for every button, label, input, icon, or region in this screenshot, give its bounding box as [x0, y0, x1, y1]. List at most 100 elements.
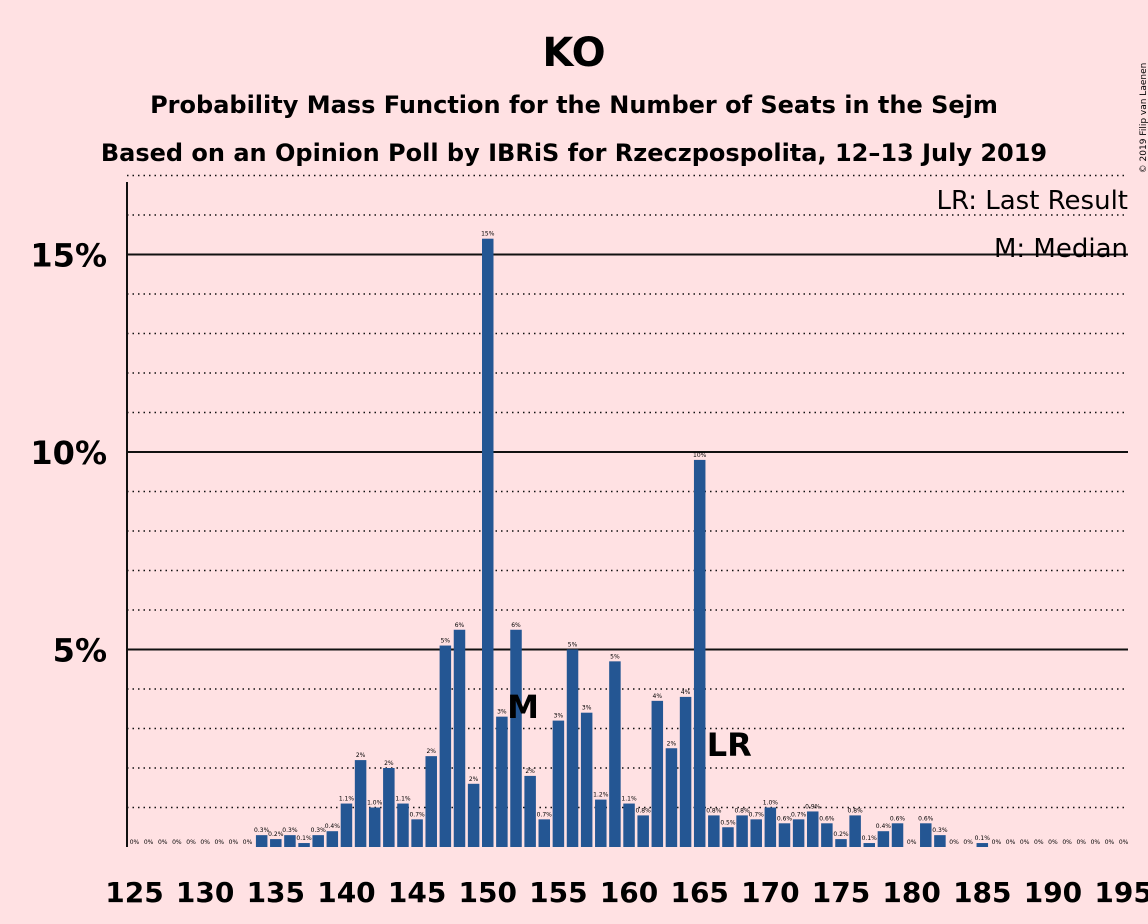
- bar: [849, 815, 861, 847]
- bar: [595, 799, 607, 847]
- bar: [722, 827, 734, 847]
- bars-group: [255, 238, 989, 847]
- bar: [524, 775, 536, 847]
- bar: [665, 748, 678, 847]
- bar: [538, 819, 551, 847]
- data-label: 0.5%: [720, 819, 736, 826]
- data-label: 0%: [1020, 839, 1030, 846]
- data-label: 0%: [1091, 839, 1101, 846]
- bar: [566, 649, 579, 847]
- data-label: 0%: [215, 839, 225, 846]
- bar: [764, 807, 777, 847]
- data-label: 0%: [1076, 839, 1086, 846]
- data-label: 5%: [568, 642, 578, 649]
- x-tick-label: 125: [105, 876, 163, 909]
- data-label: 0%: [992, 839, 1002, 846]
- data-label: 0.6%: [918, 815, 934, 822]
- data-label: 0%: [172, 839, 182, 846]
- legend-median: M: Median: [994, 234, 1128, 264]
- data-label: 0.6%: [890, 815, 906, 822]
- data-label: 1.2%: [593, 792, 609, 799]
- bar: [863, 843, 876, 847]
- data-label: 4%: [653, 693, 663, 700]
- y-tick-labels: 5% 10% 15%: [30, 237, 107, 670]
- data-label: 1.0%: [763, 800, 779, 807]
- bar: [693, 459, 706, 847]
- data-label: 0.9%: [805, 803, 821, 810]
- bar: [467, 783, 480, 847]
- data-label: 0.3%: [254, 827, 270, 834]
- data-label: 1.1%: [621, 796, 637, 803]
- data-label: 6%: [511, 622, 521, 629]
- bar: [270, 839, 282, 847]
- x-tick-label: 160: [600, 876, 658, 909]
- data-label: 0%: [200, 839, 210, 846]
- copyright-text: © 2019 Filip van Laenen: [1139, 63, 1148, 174]
- data-label: 0%: [907, 839, 917, 846]
- data-label: 0%: [1006, 839, 1016, 846]
- data-label: 0.4%: [876, 823, 892, 830]
- y-tick-label: 15%: [30, 237, 107, 275]
- x-tick-label: 180: [882, 876, 940, 909]
- data-label: 4%: [681, 689, 691, 696]
- data-label: 0.8%: [706, 807, 722, 814]
- chart-title: KO: [542, 30, 605, 76]
- bar: [312, 835, 324, 847]
- data-label: 2%: [356, 752, 366, 759]
- data-labels-group: 0% 0% 0% 0% 0% 0% 0% 0% 0%0.3%0.2%0.3%0.1%0.3%0.…: [130, 231, 1129, 846]
- bar: [750, 819, 762, 847]
- data-label: 0%: [1034, 839, 1044, 846]
- bar: [284, 835, 296, 847]
- data-label: 0.3%: [311, 827, 327, 834]
- data-label: 0%: [1062, 839, 1072, 846]
- bar: [792, 819, 805, 847]
- legend-last-result: LR: Last Result: [936, 186, 1128, 216]
- data-label: 0.3%: [932, 827, 948, 834]
- bar: [623, 803, 635, 847]
- bar: [368, 807, 381, 847]
- bar: [298, 843, 310, 847]
- data-label: 0.2%: [833, 831, 849, 838]
- bar: [326, 831, 339, 847]
- bar: [255, 835, 268, 847]
- data-label: 0.3%: [282, 827, 298, 834]
- data-label: 2%: [384, 760, 394, 767]
- bar: [920, 823, 932, 847]
- x-tick-label: 195: [1094, 876, 1148, 909]
- data-label: 0.4%: [325, 823, 341, 830]
- data-label: 0.8%: [848, 807, 864, 814]
- data-label: 0.7%: [749, 811, 765, 818]
- median-marker: M: [507, 688, 539, 726]
- bar: [609, 661, 621, 847]
- bar: [976, 843, 989, 847]
- data-label: 3%: [554, 713, 564, 720]
- bar: [708, 815, 720, 847]
- bar: [453, 629, 466, 847]
- bar: [821, 823, 833, 847]
- data-label: 0%: [949, 839, 959, 846]
- bar: [482, 238, 494, 847]
- bar: [383, 768, 395, 847]
- data-label: 0%: [186, 839, 196, 846]
- bar: [496, 716, 508, 847]
- x-tick-label: 165: [670, 876, 728, 909]
- x-tick-label: 145: [388, 876, 446, 909]
- chart-subtitle-1: Probability Mass Function for the Number…: [150, 91, 998, 119]
- data-label: 0.1%: [862, 835, 878, 842]
- bar: [934, 835, 946, 847]
- bar: [340, 803, 353, 847]
- bar: [891, 823, 904, 847]
- bar: [411, 819, 423, 847]
- bar: [835, 839, 847, 847]
- x-tick-label: 140: [317, 876, 375, 909]
- data-label: 0.7%: [791, 811, 807, 818]
- bar: [439, 645, 452, 847]
- bar: [354, 760, 367, 847]
- bar: [552, 720, 565, 847]
- x-tick-label: 155: [529, 876, 587, 909]
- data-label: 0%: [243, 839, 253, 846]
- data-label: 0.2%: [268, 831, 284, 838]
- data-label: 0.8%: [734, 807, 750, 814]
- data-label: 0.6%: [819, 815, 835, 822]
- bar: [877, 831, 890, 847]
